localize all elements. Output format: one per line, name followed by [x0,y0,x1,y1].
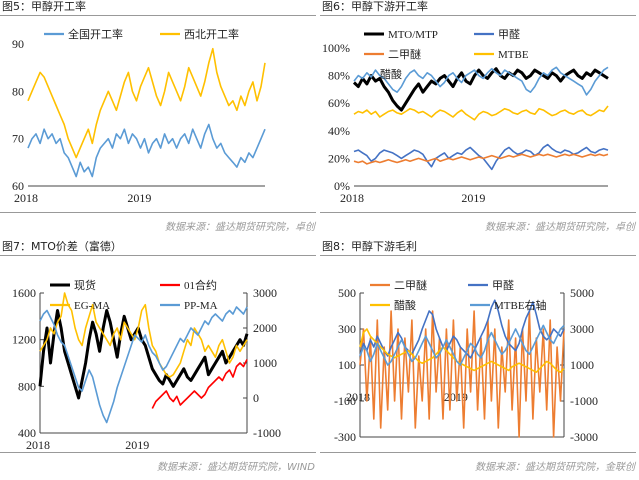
data-source: 数据来源：盛达期货研究院，WIND [156,462,315,473]
y2-tick-label: 1000 [570,358,594,372]
y-tick-label: 80% [328,69,350,83]
legend-label: 甲醛 [498,27,520,41]
legend-label: 二甲醚 [388,47,421,61]
y-tick-label: 80 [12,84,24,98]
series-line [38,309,249,400]
y-tick-label: 1600 [12,286,36,300]
data-source: 数据来源：盛达期货研究院，卓创 [165,222,315,233]
y-tick-label: -300 [334,430,356,444]
x-tick-label: 2018 [346,390,370,404]
y-tick-label: 40% [328,124,350,138]
x-tick-label: 2019 [461,191,485,205]
x-tick-label: 2018 [14,191,38,205]
legend-label: 西北开工率 [184,27,239,41]
series-line [359,299,565,359]
legend-label: MTO/MTP [388,29,438,41]
series-line [151,359,248,409]
legend-label: 01合约 [184,278,217,292]
y-tick-label: 1200 [12,333,36,347]
legend-label: 甲醛 [492,278,514,292]
y2-tick-label: -1000 [253,426,281,440]
chart-fig8: -300 -100 100 300 500 -3000 -1000 1000 3000 5000 2… [334,278,598,444]
x-tick-label: 2018 [26,438,50,452]
y-tick-label: 20% [328,151,350,165]
x-tick-label: 2019 [125,438,149,452]
chart-title: 图7：MTO价差（富德） [2,240,122,253]
y-tick-label: 500 [338,286,356,300]
x-tick-label: 2018 [340,191,364,205]
panel-fig6: 图6：甲醇下游开工率 0% 20% 40% 60% 80% 100% 2018 2019 MTO… [320,0,639,240]
chart-fig5: 60 70 80 90 2018 2019 全国开工率 西北开工率 [12,27,266,205]
legend-label: 全国开工率 [68,27,123,41]
y2-tick-label: 2000 [253,321,277,335]
y-tick-label: 400 [18,426,36,440]
y2-tick-label: 0 [253,391,259,405]
y2-tick-label: -1000 [570,394,598,408]
title-divider [0,255,316,256]
series-line [359,324,565,366]
chart-title: 图5：甲醇开工率 [2,0,86,13]
y2-tick-label: 5000 [570,286,594,300]
bottom-divider [320,452,636,453]
y-tick-label: 70 [12,132,24,146]
legend-label: 醋酸 [394,298,416,312]
y-tick-label: 60% [328,96,350,110]
y-tick-label: 0% [334,179,350,193]
y2-tick-label: 3000 [253,286,277,300]
y-tick-label: 90 [12,37,24,51]
title-divider [320,15,636,16]
y-tick-label: 100% [322,41,350,55]
y-tick-label: -100 [334,394,356,408]
legend-label: PP-MA [184,300,218,312]
series-line [27,47,266,159]
y2-tick-label: 1000 [253,356,277,370]
legend-label: MTBE右轴 [494,298,547,312]
panel-fig7: 图7：MTO价差（富德） 400 800 1200 1600 -1000 0 1000 200… [0,240,319,480]
chart-title: 图8：甲醇下游毛利 [322,240,417,253]
legend-label: 醋酸 [380,67,402,81]
panel-fig8: 图8：甲醇下游毛利 -300 -100 100 300 500 -3000 -1000 100… [320,240,639,480]
series-line [39,306,248,424]
legend-label: EG-MA [74,300,110,312]
data-source: 数据来源：盛达期货研究院，卓创 [485,222,635,233]
bottom-divider [0,452,316,453]
series-line [353,66,609,96]
y2-tick-label: 3000 [570,322,594,336]
title-divider [320,255,636,256]
chart-fig7: 400 800 1200 1600 -1000 0 1000 2000 3000 2018 2019… [12,278,281,452]
y-tick-label: 100 [338,358,356,372]
y-tick-label: 800 [18,379,36,393]
legend-label: 二甲醚 [394,278,427,292]
legend-label: 现货 [74,278,96,292]
y-tick-label: 60 [12,179,24,193]
legend-label: MTBE [498,49,529,61]
series-line [27,123,266,178]
y-tick-label: 300 [338,322,356,336]
series-line [353,105,609,121]
series-line [359,310,565,438]
series-line [359,328,565,373]
x-tick-label: 2019 [127,191,151,205]
data-source: 数据来源：盛达期货研究院，金联创 [475,462,635,473]
series-line [39,292,248,378]
title-divider [0,15,316,16]
series-line [353,153,609,165]
chart-title: 图6：甲醇下游开工率 [322,0,428,13]
y2-tick-label: -3000 [570,430,598,444]
bottom-divider [0,212,316,213]
panel-fig5: 图5：甲醇开工率 60 70 80 90 2018 2019 全国开工率 西北开工率 数据来源… [0,0,319,240]
bottom-divider [320,212,636,213]
